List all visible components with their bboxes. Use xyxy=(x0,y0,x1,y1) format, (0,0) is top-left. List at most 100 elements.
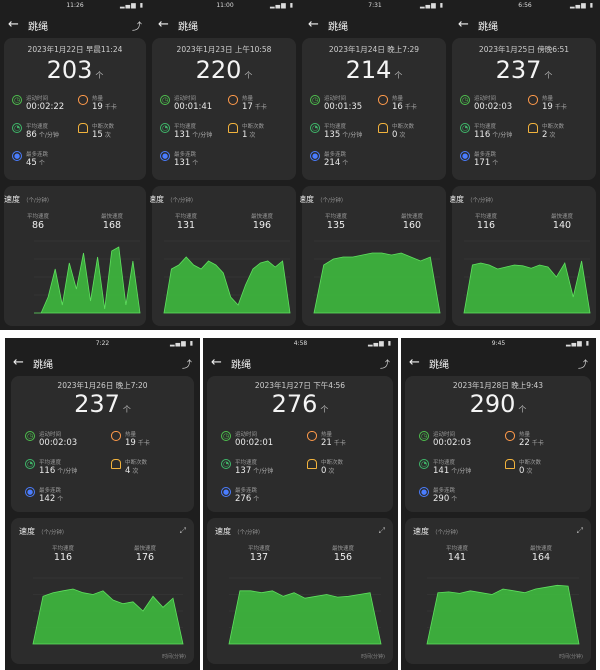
speed-area xyxy=(313,252,441,314)
expand-icon[interactable]: ⤢ xyxy=(576,526,583,535)
flame-icon xyxy=(378,95,388,105)
avg-speed-label: 平均速度 xyxy=(445,546,468,552)
page-title: 跳绳 xyxy=(478,22,498,33)
avg-speed-value: 131 xyxy=(176,220,196,231)
summary-card: 2023年1月23日 上午10:58 220 个 ◷ 运动时间 00:01:41 热量… xyxy=(152,38,296,180)
person-icon: ● xyxy=(419,487,429,497)
screenshot-2: 11:00 ▂▄▆ ▮ ← 跳绳 2023年1月23日 上午10:58 220 个 … xyxy=(150,0,300,330)
share-icon[interactable]: ⤴ xyxy=(380,360,390,371)
timer-icon: ◷ xyxy=(25,431,35,441)
header: ← 跳绳 ⤴ xyxy=(401,352,596,374)
avg-speed-value: 135 xyxy=(326,220,346,231)
jump-rope-icon xyxy=(111,459,121,469)
speed-icon: ◔ xyxy=(160,123,170,133)
speed-area xyxy=(228,590,382,645)
timer-icon: ◷ xyxy=(419,431,429,441)
speed-area xyxy=(426,584,580,645)
status-bar: 9:45 ▂▄▆ ▮ xyxy=(491,340,590,347)
header: ← 跳绳 xyxy=(450,14,600,36)
page-title: 跳绳 xyxy=(429,360,449,371)
speed-title: 速度 （个/分钟） xyxy=(150,195,197,204)
speed-title: 速度 （个/分钟） xyxy=(413,527,462,536)
session-date: 2023年1月27日 下午4:56 xyxy=(254,381,346,390)
screenshot-5: 7:22 ▂▄▆ ▮ ← 跳绳 ⤴ 2023年1月26日 晚上7:20 237 个 … xyxy=(5,338,200,670)
header: ← 跳绳 xyxy=(300,14,450,36)
back-arrow-icon[interactable]: ← xyxy=(211,355,222,370)
x-axis-label: 时间(分钟) xyxy=(361,654,385,660)
max-speed-label: 最快速度 xyxy=(100,214,123,220)
back-arrow-icon[interactable]: ← xyxy=(8,17,19,32)
speed-chart xyxy=(313,240,441,314)
back-arrow-icon[interactable]: ← xyxy=(158,17,169,32)
speed-title: 速度 （个/分钟） xyxy=(215,527,264,536)
avg-speed-value: 116 xyxy=(53,552,73,563)
speed-title: 速度 （个/分钟） xyxy=(300,195,347,204)
jump-count: 220 个 xyxy=(195,56,253,84)
summary-card: 2023年1月22日 早晨11:24 203 个 ◷ 运动时间 00:02:22 热量… xyxy=(4,38,146,180)
timer-icon: ◷ xyxy=(310,95,320,105)
speed-area xyxy=(32,588,184,645)
speed-chart xyxy=(163,240,291,314)
session-date: 2023年1月26日 晚上7:20 xyxy=(57,381,148,390)
share-icon[interactable]: ⤴ xyxy=(132,22,142,33)
speed-area xyxy=(163,256,291,314)
jump-count: 290 个 xyxy=(469,390,527,418)
header: ← 跳绳 ⤴ xyxy=(203,352,398,374)
person-icon: ● xyxy=(221,487,231,497)
screenshot-1: 11:26 ▂▄▆ ▮ ← 跳绳 ⤴ 2023年1月22日 早晨11:24 203… xyxy=(0,0,150,330)
avg-speed-value: 86 xyxy=(31,220,45,231)
avg-speed-label: 平均速度 xyxy=(26,214,49,220)
max-speed-value: 140 xyxy=(552,220,572,231)
flame-icon xyxy=(505,431,515,441)
timer-icon: ◷ xyxy=(460,95,470,105)
jump-count: 237 个 xyxy=(495,56,553,84)
speed-title: 速度 （个/分钟） xyxy=(4,195,53,204)
speed-card: 速度 （个/分钟） ⤢ 平均速度 141 最快速度 164 时间(分钟) xyxy=(405,518,591,664)
person-icon: ● xyxy=(25,487,35,497)
speed-card: 速度 （个/分钟） ⤢ 平均速度 137 最快速度 156 时间(分钟) xyxy=(207,518,393,664)
jump-count: 214 个 xyxy=(345,56,403,84)
jump-rope-icon xyxy=(307,459,317,469)
person-icon: ● xyxy=(310,151,320,161)
screenshot-3: 7:31 ▂▄▆ ▮ ← 跳绳 2023年1月24日 晚上7:29 214 个 ◷ 运… xyxy=(300,0,450,330)
speed-area xyxy=(463,260,591,314)
status-bar: 11:26 ▂▄▆ ▮ xyxy=(66,2,144,9)
share-icon[interactable]: ⤴ xyxy=(578,360,588,371)
summary-card: 2023年1月26日 晚上7:20 237 个 ◷ 运动时间 00:02:03 热量 1… xyxy=(11,376,194,512)
speed-chart xyxy=(426,577,580,645)
session-date: 2023年1月28日 晚上9:43 xyxy=(452,381,544,390)
jump-rope-icon xyxy=(228,123,238,133)
speed-card: 速度 （个/分钟） ⤢ 平均速度 116 最快速度 176 时间(分钟) xyxy=(11,518,194,664)
expand-icon[interactable]: ⤢ xyxy=(179,526,186,535)
speed-card: 速度 （个/分钟） 平均速度 135 最快速度 160 xyxy=(300,186,446,326)
jump-count: 237 个 xyxy=(74,390,131,418)
back-arrow-icon[interactable]: ← xyxy=(13,355,24,370)
max-speed-value: 168 xyxy=(102,220,122,231)
max-speed-label: 最快速度 xyxy=(331,546,354,552)
speed-icon: ◔ xyxy=(460,123,470,133)
max-speed-label: 最快速度 xyxy=(550,214,573,220)
back-arrow-icon[interactable]: ← xyxy=(458,17,469,32)
avg-speed-value: 116 xyxy=(476,220,496,231)
timer-icon: ◷ xyxy=(221,431,231,441)
max-speed-value: 164 xyxy=(531,552,551,563)
avg-speed-label: 平均速度 xyxy=(247,546,270,552)
avg-speed-label: 平均速度 xyxy=(474,214,497,220)
speed-card: 速度 （个/分钟） 平均速度 116 最快速度 140 xyxy=(450,186,596,326)
page-title: 跳绳 xyxy=(231,360,251,371)
max-speed-value: 160 xyxy=(402,220,422,231)
summary-card: 2023年1月24日 晚上7:29 214 个 ◷ 运动时间 00:01:35 热量 1… xyxy=(302,38,446,180)
back-arrow-icon[interactable]: ← xyxy=(308,17,319,32)
speed-card: 速度 （个/分钟） 平均速度 131 最快速度 196 xyxy=(150,186,296,326)
speed-icon: ◔ xyxy=(12,123,22,133)
share-icon[interactable]: ⤴ xyxy=(182,360,192,371)
session-date: 2023年1月24日 晚上7:29 xyxy=(328,45,420,54)
max-speed-value: 176 xyxy=(135,552,155,563)
screenshot-4: 6:56 ▂▄▆ ▮ ← 跳绳 2023年1月25日 傍晚6:51 237 个 ◷ 运… xyxy=(450,0,600,330)
back-arrow-icon[interactable]: ← xyxy=(409,355,420,370)
expand-icon[interactable]: ⤢ xyxy=(378,526,385,535)
max-speed-label: 最快速度 xyxy=(133,546,156,552)
timer-icon: ◷ xyxy=(160,95,170,105)
jump-rope-icon xyxy=(505,459,515,469)
flame-icon xyxy=(528,95,538,105)
